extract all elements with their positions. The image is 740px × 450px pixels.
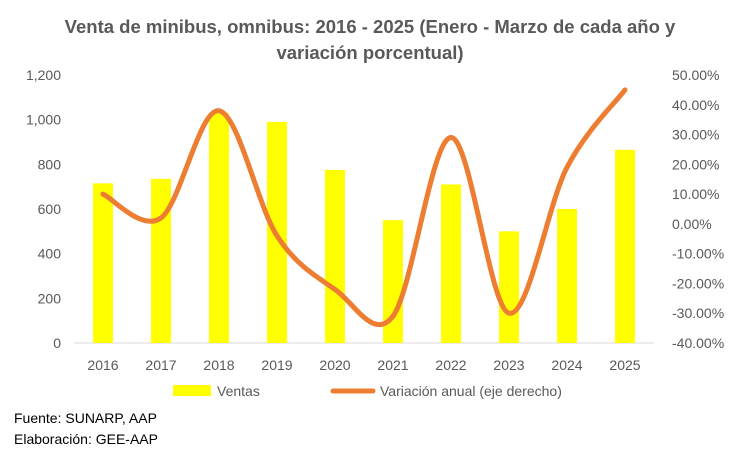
legend: Ventas Variación anual (eje derecho)	[173, 383, 562, 399]
right-axis: -40.00% -30.00% -20.00% -10.00% 0.00% 10.00% 2…	[672, 67, 724, 351]
legend-swatch-ventas	[173, 385, 211, 396]
bar	[209, 112, 229, 343]
x-tick-label: 2025	[609, 357, 640, 373]
right-tick-label: 40.00%	[672, 97, 719, 113]
legend-label-variacion: Variación anual (eje derecho)	[380, 383, 562, 399]
bar	[615, 149, 635, 343]
left-axis: 0 200 400 600 800 1,000 1,200	[26, 67, 61, 351]
line-series-variacion	[100, 87, 628, 327]
x-tick-label: 2018	[203, 357, 234, 373]
right-tick-label: -40.00%	[672, 335, 724, 351]
left-tick-label: 200	[38, 290, 62, 306]
x-tick-label: 2017	[145, 357, 176, 373]
x-tick-label: 2024	[551, 357, 582, 373]
right-tick-label: -30.00%	[672, 305, 724, 321]
left-tick-label: 0	[53, 335, 61, 351]
x-tick-label: 2019	[261, 357, 292, 373]
bar	[499, 231, 519, 343]
chart-title: Venta de minibus, omnibus: 2016 - 2025 (…	[64, 16, 676, 63]
right-tick-label: 30.00%	[672, 127, 719, 143]
x-tick-label: 2023	[493, 357, 524, 373]
x-tick-label: 2020	[319, 357, 350, 373]
left-tick-label: 1,200	[26, 67, 61, 83]
x-axis: 2016 2017 2018 2019 2020 2021 2022 2023 2024 2025	[87, 357, 640, 373]
bar	[93, 183, 113, 343]
credit-note: Elaboración: GEE-AAP	[14, 431, 158, 447]
right-tick-label: -20.00%	[672, 275, 724, 291]
bar	[325, 169, 345, 343]
left-tick-label: 1,000	[26, 112, 61, 128]
bar-series	[93, 112, 635, 344]
right-tick-label: 0.00%	[672, 216, 712, 232]
right-tick-label: 20.00%	[672, 156, 719, 172]
x-tick-label: 2016	[87, 357, 118, 373]
right-tick-label: -10.00%	[672, 246, 724, 262]
bar	[441, 184, 461, 343]
legend-label-ventas: Ventas	[217, 383, 260, 399]
x-tick-label: 2021	[377, 357, 408, 373]
left-tick-label: 600	[38, 201, 62, 217]
bar	[151, 178, 171, 343]
left-tick-label: 800	[38, 156, 62, 172]
source-note: Fuente: SUNARP, AAP	[14, 410, 157, 426]
bar	[557, 209, 577, 343]
left-tick-label: 400	[38, 246, 62, 262]
x-tick-label: 2022	[435, 357, 466, 373]
right-tick-label: 10.00%	[672, 186, 719, 202]
right-tick-label: 50.00%	[672, 67, 719, 83]
